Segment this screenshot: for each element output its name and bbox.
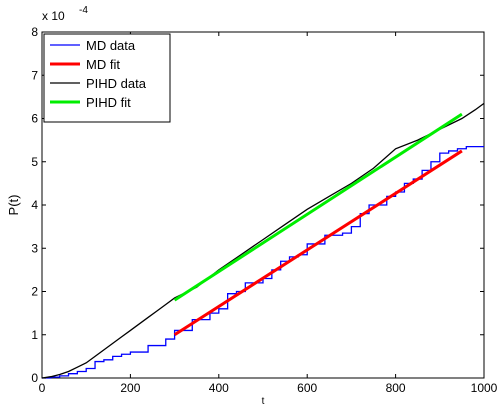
y-axis-label: P(t) — [6, 195, 21, 216]
y-scale-exponent: -4 — [79, 5, 88, 16]
legend: MD data MD fit PIHD data PIHD fit — [43, 33, 171, 123]
y-tick-label: 2 — [31, 285, 38, 299]
x-tick-label: 1000 — [471, 381, 498, 395]
y-tick-label: 4 — [31, 198, 38, 212]
y-tick-label: 0 — [31, 371, 38, 385]
legend-label: PIHD fit — [86, 95, 131, 110]
x-tick-label: 400 — [209, 381, 229, 395]
x-tick-label: 800 — [386, 381, 406, 395]
legend-label: PIHD data — [86, 76, 147, 91]
x-axis-label: t — [262, 396, 265, 407]
series-line-1 — [173, 149, 463, 337]
series-line-2 — [41, 102, 485, 379]
series-line-3 — [173, 112, 463, 302]
series-layer — [41, 102, 485, 379]
y-tick-label: 8 — [31, 25, 38, 39]
y-tick-label: 1 — [31, 328, 38, 342]
y-tick-label: 7 — [31, 68, 38, 82]
y-tick-label: 3 — [31, 241, 38, 255]
y-scale-factor: x 10 -4 — [42, 5, 88, 23]
legend-label: MD data — [86, 38, 136, 53]
x-tick-label: 200 — [120, 381, 140, 395]
tick-layer: 0 200 400 600 800 1000 0 1 2 3 4 5 6 7 8 — [31, 25, 497, 395]
legend-label: MD fit — [86, 57, 120, 72]
y-tick-label: 5 — [31, 155, 38, 169]
y-tick-label: 6 — [31, 112, 38, 126]
x-tick-label: 0 — [39, 381, 46, 395]
x-tick-label: 600 — [297, 381, 317, 395]
legend-box — [43, 33, 171, 123]
y-scale-base: x 10 — [42, 9, 65, 23]
